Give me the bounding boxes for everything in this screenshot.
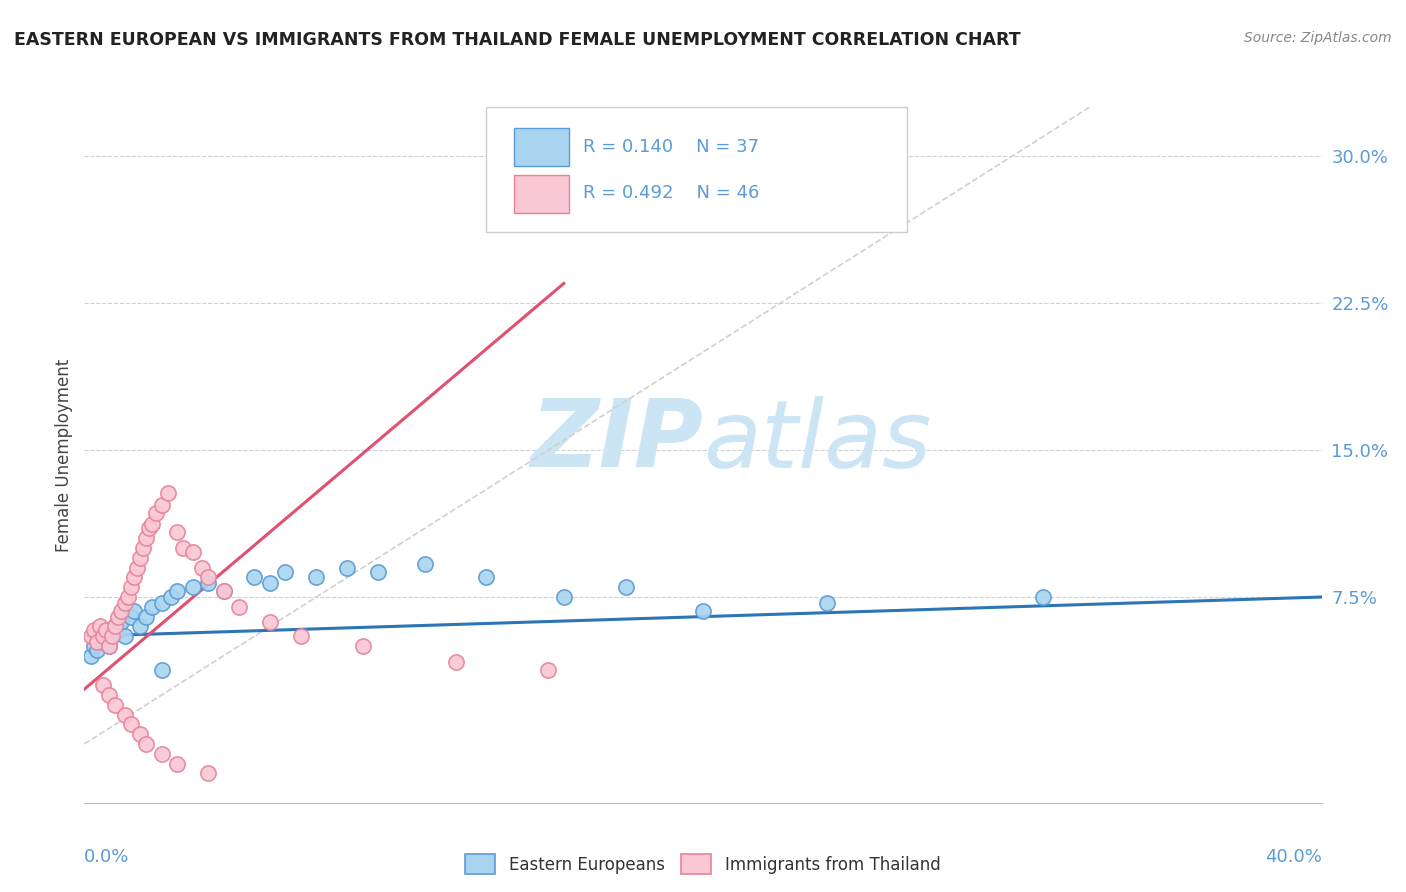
Point <box>132 541 155 555</box>
Point <box>150 747 173 761</box>
Point <box>274 565 297 579</box>
Point <box>444 655 467 669</box>
Point <box>212 584 235 599</box>
Point <box>79 629 101 643</box>
FancyBboxPatch shape <box>513 175 569 213</box>
Point <box>367 565 389 579</box>
Point <box>125 560 148 574</box>
Point <box>141 517 163 532</box>
Point <box>129 550 152 565</box>
Point <box>259 576 281 591</box>
FancyBboxPatch shape <box>486 107 907 232</box>
Point <box>413 557 436 571</box>
Point <box>107 609 129 624</box>
Point <box>104 698 127 712</box>
Point <box>114 596 136 610</box>
Point <box>94 624 117 638</box>
Text: R = 0.140    N = 37: R = 0.140 N = 37 <box>583 137 759 156</box>
Point <box>290 629 312 643</box>
Text: ZIP: ZIP <box>530 395 703 487</box>
Point <box>91 635 114 649</box>
Point <box>86 643 108 657</box>
Point <box>692 604 714 618</box>
Point <box>129 619 152 633</box>
Point <box>1032 590 1054 604</box>
Point <box>104 619 127 633</box>
Point <box>475 570 498 584</box>
Point <box>166 756 188 771</box>
Point <box>138 521 160 535</box>
Point <box>104 619 127 633</box>
Point <box>160 590 183 604</box>
Y-axis label: Female Unemployment: Female Unemployment <box>55 359 73 551</box>
Point <box>101 629 124 643</box>
Point <box>150 498 173 512</box>
Point <box>89 619 111 633</box>
Point <box>120 717 142 731</box>
Point <box>91 629 114 643</box>
Point <box>89 629 111 643</box>
Point <box>117 590 139 604</box>
Point <box>94 624 117 638</box>
Point <box>101 629 124 643</box>
Point <box>98 639 121 653</box>
Point <box>243 570 266 584</box>
Point <box>145 506 167 520</box>
Point <box>141 599 163 614</box>
Point <box>135 609 157 624</box>
Point <box>79 648 101 663</box>
Point <box>305 570 328 584</box>
Point <box>191 560 214 574</box>
Point <box>156 486 179 500</box>
Point <box>150 596 173 610</box>
Text: EASTERN EUROPEAN VS IMMIGRANTS FROM THAILAND FEMALE UNEMPLOYMENT CORRELATION CHA: EASTERN EUROPEAN VS IMMIGRANTS FROM THAI… <box>14 31 1021 49</box>
Legend: Eastern Europeans, Immigrants from Thailand: Eastern Europeans, Immigrants from Thail… <box>465 855 941 874</box>
Point <box>352 639 374 653</box>
Point <box>91 678 114 692</box>
Point <box>114 629 136 643</box>
Point <box>135 737 157 751</box>
Point <box>120 580 142 594</box>
Point <box>107 624 129 638</box>
Point <box>614 580 637 594</box>
Point <box>197 570 219 584</box>
Text: R = 0.492    N = 46: R = 0.492 N = 46 <box>583 185 759 202</box>
Point <box>110 615 132 630</box>
Point <box>122 570 145 584</box>
Point <box>166 525 188 540</box>
Point <box>150 663 173 677</box>
Point <box>181 580 204 594</box>
Point <box>815 596 838 610</box>
Point <box>122 604 145 618</box>
Point <box>228 599 250 614</box>
Text: 40.0%: 40.0% <box>1265 848 1322 866</box>
Point <box>537 663 560 677</box>
Point <box>86 635 108 649</box>
Point <box>114 707 136 722</box>
Point <box>259 615 281 630</box>
Point <box>120 609 142 624</box>
Point <box>336 560 359 574</box>
Point <box>135 531 157 545</box>
Point <box>181 545 204 559</box>
Point <box>172 541 194 555</box>
Text: Source: ZipAtlas.com: Source: ZipAtlas.com <box>1244 31 1392 45</box>
Point <box>83 639 105 653</box>
Point <box>197 766 219 780</box>
Text: 0.0%: 0.0% <box>84 848 129 866</box>
Point <box>98 639 121 653</box>
Point <box>553 590 575 604</box>
Point <box>166 584 188 599</box>
Point <box>98 688 121 702</box>
Point <box>110 604 132 618</box>
Point <box>197 576 219 591</box>
FancyBboxPatch shape <box>513 128 569 166</box>
Point <box>83 624 105 638</box>
Point <box>129 727 152 741</box>
Text: atlas: atlas <box>703 395 931 486</box>
Point <box>212 584 235 599</box>
